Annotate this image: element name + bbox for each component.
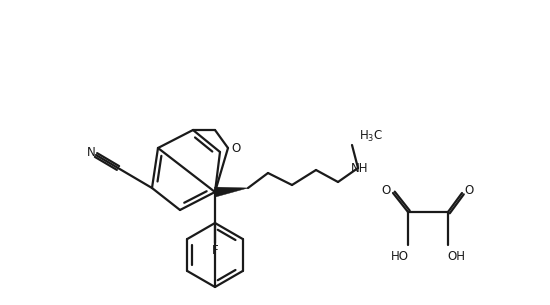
Text: F: F	[212, 243, 218, 257]
Text: O: O	[464, 185, 474, 198]
Text: NH: NH	[351, 162, 368, 174]
Polygon shape	[214, 187, 248, 197]
Text: HO: HO	[391, 250, 409, 264]
Text: O: O	[232, 142, 241, 155]
Text: O: O	[381, 185, 390, 198]
Text: N: N	[87, 145, 95, 159]
Text: OH: OH	[447, 250, 465, 264]
Text: H$_3$C: H$_3$C	[359, 128, 383, 144]
